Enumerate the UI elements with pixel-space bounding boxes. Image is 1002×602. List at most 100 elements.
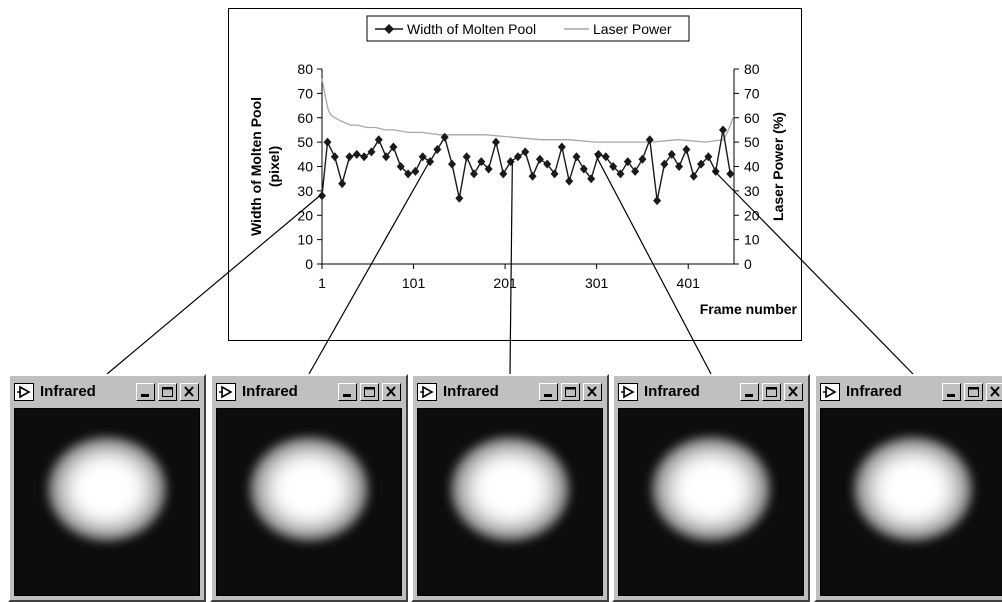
data-point-molten-pool-width [719,125,728,135]
data-point-molten-pool-width [521,147,530,157]
y2-tick-label: 40 [744,159,760,175]
infrared-window[interactable]: Infrared [814,374,1002,602]
data-point-molten-pool-width [418,152,427,162]
series-line-laser-power [321,78,735,143]
window-title: Infrared [644,383,700,400]
data-point-molten-pool-width [448,159,457,169]
chart-panel: 0 10 20 30 40 50 60 70 80 0 10 20 30 40 50 60 70 80 1 101 20… [228,8,802,341]
minimize-button[interactable] [338,383,357,401]
play-icon [820,383,840,401]
y2-tick-label: 70 [744,85,760,101]
molten-pool-hotspot [854,436,972,541]
x-tick-label: 201 [493,275,517,291]
y-tick-label: 0 [305,256,313,272]
infrared-image [14,408,200,596]
data-point-molten-pool-width [433,144,442,154]
y2-axis-label: Laser Power (%) [770,112,786,221]
infrared-image [417,408,603,596]
molten-pool-hotspot [250,436,368,541]
y-tick-label: 50 [297,134,313,150]
close-button[interactable] [784,383,803,401]
data-point-molten-pool-width [726,169,735,179]
infrared-image [820,408,1002,596]
data-point-molten-pool-width [389,142,398,152]
data-point-molten-pool-width [689,171,698,181]
maximize-button[interactable] [561,383,580,401]
play-icon [618,383,638,401]
infrared-window[interactable]: Infrared [210,374,408,602]
x-tick-label: 101 [402,275,426,291]
minimize-button[interactable] [539,383,558,401]
y-tick-label: 60 [297,110,313,126]
data-point-molten-pool-width [367,147,376,157]
play-icon [417,383,437,401]
data-point-molten-pool-width [382,152,391,162]
maximize-button[interactable] [964,383,983,401]
y-tick-label: 10 [297,232,313,248]
data-point-molten-pool-width [318,191,326,201]
data-point-molten-pool-width [572,152,581,162]
y2-tick-label: 10 [744,232,760,248]
data-point-molten-pool-width [587,174,596,184]
data-point-molten-pool-width [477,157,486,167]
window-title-bar[interactable]: Infrared [616,378,806,404]
legend-label-width: Width of Molten Pool [407,21,536,37]
x-tick-label: 401 [677,275,701,291]
close-button[interactable] [583,383,602,401]
play-icon [14,383,34,401]
x-tick-label: 1 [318,275,326,291]
data-point-molten-pool-width [653,196,662,206]
y-axis-label-line: Width of Molten Pool [248,97,264,236]
data-point-molten-pool-width [330,152,339,162]
data-point-molten-pool-width [535,154,544,164]
legend-label-power: Laser Power [593,21,672,37]
infrared-window[interactable]: Infrared [411,374,609,602]
window-title-bar[interactable]: Infrared [12,378,202,404]
data-point-molten-pool-width [374,135,383,145]
y-tick-label: 20 [297,207,313,223]
minimize-button[interactable] [942,383,961,401]
data-point-molten-pool-width [352,149,361,159]
data-point-molten-pool-width [565,176,574,186]
x-axis-label: Frame number [700,301,798,317]
window-title-bar[interactable]: Infrared [415,378,605,404]
y-tick-label: 70 [297,85,313,101]
data-point-molten-pool-width [491,137,500,147]
data-point-molten-pool-width [360,152,369,162]
minimize-button[interactable] [136,383,155,401]
close-button[interactable] [986,383,1002,401]
legend: Width of Molten Pool Laser Power [366,15,690,42]
y2-tick-label: 80 [744,61,760,77]
data-point-molten-pool-width [506,157,515,167]
data-point-molten-pool-width [323,137,332,147]
window-title: Infrared [443,383,499,400]
y2-tick-label: 30 [744,183,760,199]
data-point-molten-pool-width [543,159,552,169]
infrared-window[interactable]: Infrared [612,374,810,602]
y-axis-label-line: (pixel) [266,146,282,187]
infrared-image [618,408,804,596]
y-tick-label: 30 [297,183,313,199]
data-point-molten-pool-width [513,152,522,162]
maximize-button[interactable] [762,383,781,401]
maximize-button[interactable] [360,383,379,401]
minimize-button[interactable] [740,383,759,401]
data-point-molten-pool-width [579,164,588,174]
data-point-molten-pool-width [550,169,559,179]
window-title-bar[interactable]: Infrared [214,378,404,404]
window-title-bar[interactable]: Infrared [818,378,1002,404]
maximize-button[interactable] [158,383,177,401]
data-point-molten-pool-width [469,169,478,179]
molten-pool-chart: 0 10 20 30 40 50 60 70 80 0 10 20 30 40 50 60 70 80 1 101 20… [248,15,798,317]
data-point-molten-pool-width [645,135,654,145]
data-point-molten-pool-width [462,152,471,162]
data-point-molten-pool-width [711,166,720,176]
infrared-window[interactable]: Infrared [8,374,206,602]
y-axis-label-group: Width of Molten Pool (pixel) [248,97,282,236]
window-title: Infrared [846,383,902,400]
close-button[interactable] [382,383,401,401]
close-button[interactable] [180,383,199,401]
data-point-molten-pool-width [638,154,647,164]
x-tick-label: 301 [585,275,609,291]
y2-tick-label: 0 [744,256,752,272]
